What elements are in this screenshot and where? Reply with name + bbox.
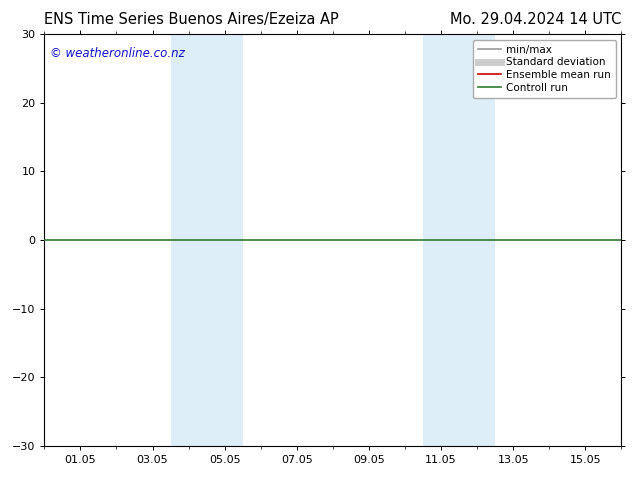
Legend: min/max, Standard deviation, Ensemble mean run, Controll run: min/max, Standard deviation, Ensemble me… [473, 40, 616, 98]
Bar [459, 34, 495, 446]
Bar [423, 34, 459, 446]
Bar [207, 34, 243, 446]
Text: ENS Time Series Buenos Aires/Ezeiza AP: ENS Time Series Buenos Aires/Ezeiza AP [44, 12, 339, 27]
Text: Mo. 29.04.2024 14 UTC: Mo. 29.04.2024 14 UTC [450, 12, 621, 27]
Bar [171, 34, 207, 446]
Text: © weatheronline.co.nz: © weatheronline.co.nz [50, 47, 185, 60]
